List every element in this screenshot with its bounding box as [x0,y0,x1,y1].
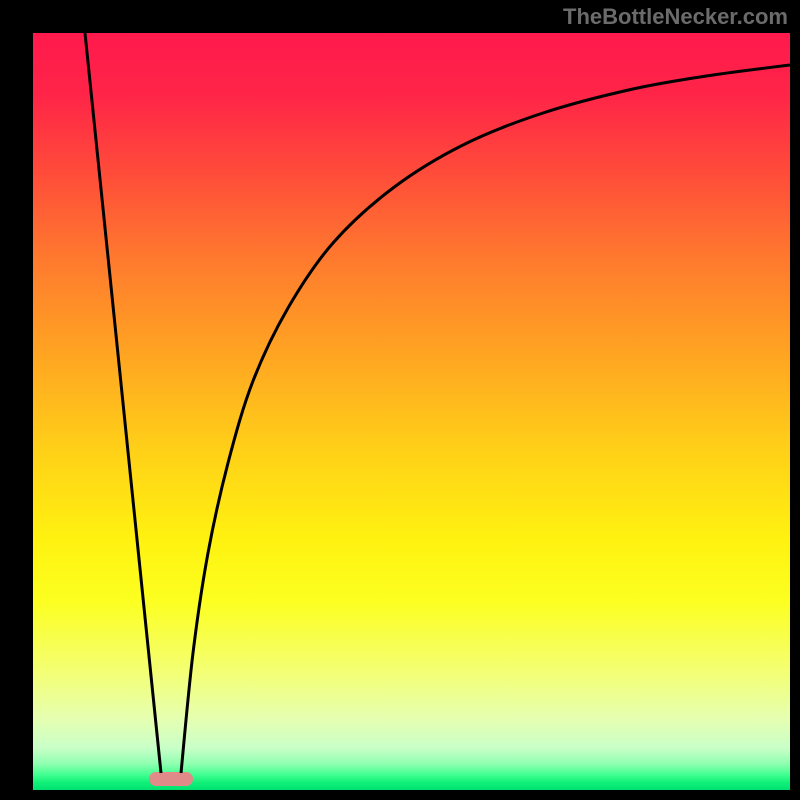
watermark-text: TheBottleNecker.com [563,4,788,30]
performance-curve [33,33,790,790]
curve-left-branch [85,33,161,773]
chart-container: TheBottleNecker.com [0,0,800,800]
curve-right-branch [181,65,790,773]
plot-area [33,33,790,790]
